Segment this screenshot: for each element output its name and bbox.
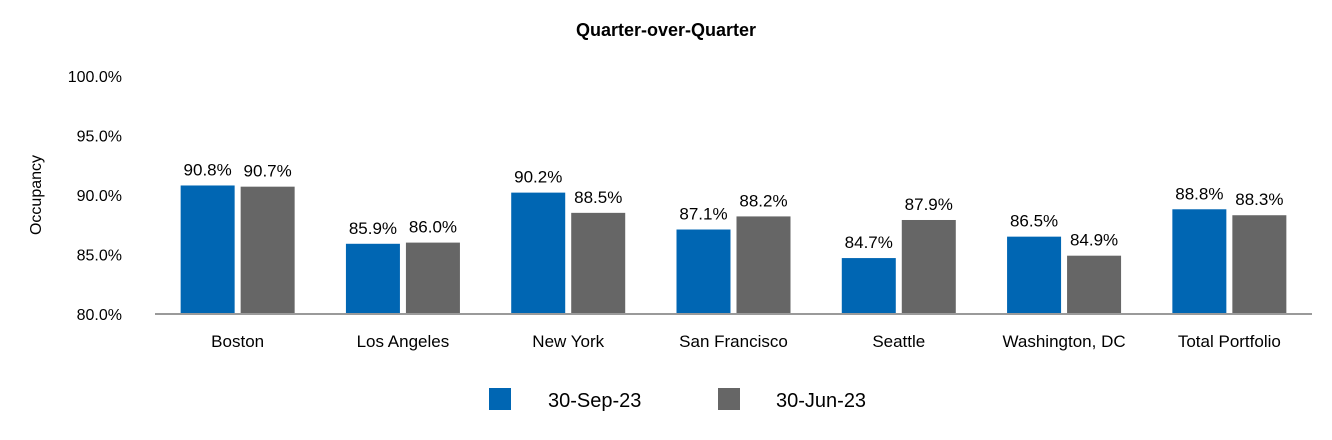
- y-tick-label: 80.0%: [77, 307, 122, 324]
- data-labels: 90.8% 90.7% 85.9% 86.0% 90.2% 88.5% 87.1% 88.2%…: [184, 160, 1284, 252]
- legend-swatch-0: [489, 388, 511, 410]
- bar-jun-4: [901, 219, 956, 314]
- data-label: 84.7%: [845, 233, 893, 252]
- category-label: Seattle: [872, 332, 925, 351]
- bar-jun-2: [571, 212, 626, 314]
- x-axis-categories: Boston Los Angeles New York San Francisco Se…: [211, 332, 1281, 351]
- category-label: Washington, DC: [1002, 332, 1125, 351]
- data-label: 88.8%: [1175, 184, 1223, 203]
- data-label: 90.8%: [184, 160, 232, 179]
- y-axis-ticks: 80.0% 85.0% 90.0% 95.0% 100.0%: [68, 69, 122, 324]
- data-label: 88.3%: [1235, 190, 1283, 209]
- category-label: Los Angeles: [357, 332, 450, 351]
- category-label: San Francisco: [679, 332, 788, 351]
- data-label: 86.5%: [1010, 212, 1058, 231]
- bar-sep-1: [345, 243, 400, 314]
- data-label: 90.2%: [514, 168, 562, 187]
- y-tick-label: 90.0%: [77, 188, 122, 205]
- bar-series: [180, 185, 1287, 314]
- bar-jun-5: [1067, 255, 1122, 314]
- bar-jun-0: [240, 186, 295, 314]
- data-label: 88.2%: [739, 191, 787, 210]
- bar-jun-1: [405, 242, 460, 314]
- bar-sep-0: [180, 185, 235, 314]
- data-label: 87.9%: [905, 195, 953, 214]
- y-tick-label: 85.0%: [77, 248, 122, 265]
- y-tick-label: 100.0%: [68, 69, 122, 86]
- bar-jun-3: [736, 216, 791, 314]
- category-label: Total Portfolio: [1178, 332, 1281, 351]
- category-label: New York: [532, 332, 604, 351]
- bar-sep-6: [1172, 209, 1227, 314]
- legend-swatch-1: [718, 388, 740, 410]
- bar-jun-6: [1232, 215, 1287, 314]
- bar-sep-4: [841, 258, 896, 314]
- data-label: 84.9%: [1070, 231, 1118, 250]
- data-label: 90.7%: [244, 162, 292, 181]
- y-tick-label: 95.0%: [77, 129, 122, 146]
- bar-sep-5: [1007, 236, 1062, 314]
- category-label: Boston: [211, 332, 264, 351]
- data-label: 85.9%: [349, 219, 397, 238]
- data-label: 86.0%: [409, 218, 457, 237]
- data-label: 87.1%: [679, 205, 727, 224]
- y-axis-label: Occupancy: [28, 155, 45, 235]
- bar-sep-3: [676, 229, 731, 314]
- legend-label-1: 30-Jun-23: [776, 390, 866, 412]
- legend: 30-Sep-23 30-Jun-23: [489, 388, 866, 412]
- data-label: 88.5%: [574, 188, 622, 207]
- chart-title: Quarter-over-Quarter: [576, 20, 756, 40]
- bar-sep-2: [511, 192, 566, 314]
- legend-label-0: 30-Sep-23: [548, 390, 641, 412]
